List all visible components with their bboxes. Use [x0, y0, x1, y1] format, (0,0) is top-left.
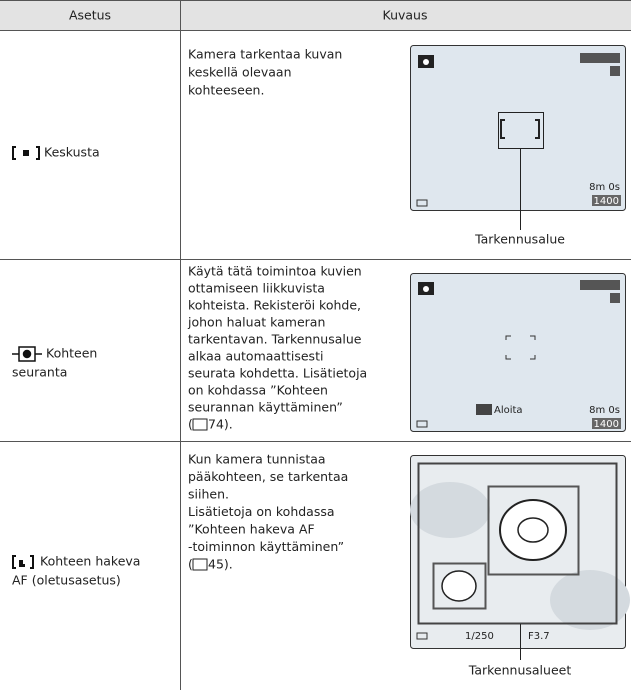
reference-open: ( — [188, 557, 193, 572]
description-line: ”Kohteen hakeva AF — [188, 522, 315, 537]
description-line: Kamera tarkentaa kuvan — [188, 47, 342, 62]
description-line: siihen. — [188, 487, 229, 502]
reference-page: 74). — [208, 417, 233, 432]
description-line: Käytä tätä toimintoa kuvien — [188, 264, 362, 279]
description-line: kohteista. Rekisteröi kohde, — [188, 298, 361, 313]
description-line: seurannan käyttäminen” — [188, 400, 343, 415]
camera-screen — [410, 273, 626, 432]
description-line: kohteeseen. — [188, 83, 264, 98]
setting-label: Kohteen — [46, 346, 97, 361]
description-line: keskellä olevaan — [188, 65, 292, 80]
button-hint: Aloita — [494, 405, 523, 416]
description-line: alkaa automaattisesti — [188, 349, 323, 364]
reference-page: 45). — [208, 557, 233, 572]
header-setting: Asetus — [69, 8, 111, 23]
aperture: F3.7 — [528, 631, 550, 642]
setting-label: AF (oletusasetus) — [12, 573, 121, 588]
remaining-time: 8m 0s — [589, 182, 620, 193]
setting-label: Kohteen hakeva — [40, 554, 140, 569]
header-description: Kuvaus — [383, 8, 428, 23]
caption: Tarkennusalue — [474, 232, 565, 247]
description-line: Lisätietoja on kohdassa — [188, 504, 335, 519]
icon-tracking — [12, 346, 42, 362]
shots-remaining: 1400 — [594, 419, 619, 430]
shutter-speed: 1/250 — [465, 631, 494, 642]
setting-label: Keskusta — [44, 145, 100, 160]
setting-label: seuranta — [12, 365, 67, 380]
description-line: on kohdassa ”Kohteen — [188, 383, 328, 398]
camera-screen — [410, 455, 630, 660]
count-bg — [592, 195, 621, 206]
count-bg — [592, 418, 621, 429]
book-icon — [192, 558, 208, 571]
remaining-time: 8m 0s — [589, 405, 620, 416]
camera-screen — [410, 45, 626, 230]
icon-target-finding — [12, 555, 34, 569]
icon-center — [12, 146, 40, 160]
description-line: Kun kamera tunnistaa — [188, 452, 326, 467]
description-line: -toiminnon käyttäminen” — [188, 539, 344, 554]
description-line: tarkentavan. Tarkennusalue — [188, 332, 362, 347]
shots-remaining: 1400 — [594, 196, 619, 207]
description-line: pääkohteen, se tarkentaa — [188, 469, 348, 484]
book-icon — [192, 418, 208, 431]
header-bg — [0, 0, 631, 30]
description-line: seurata kohdetta. Lisätietoja — [188, 366, 367, 381]
reference-open: ( — [188, 417, 193, 432]
description-line: johon haluat kameran — [187, 315, 325, 330]
caption: Tarkennusalueet — [468, 663, 572, 678]
description-line: ottamiseen liikkuvista — [188, 281, 325, 296]
